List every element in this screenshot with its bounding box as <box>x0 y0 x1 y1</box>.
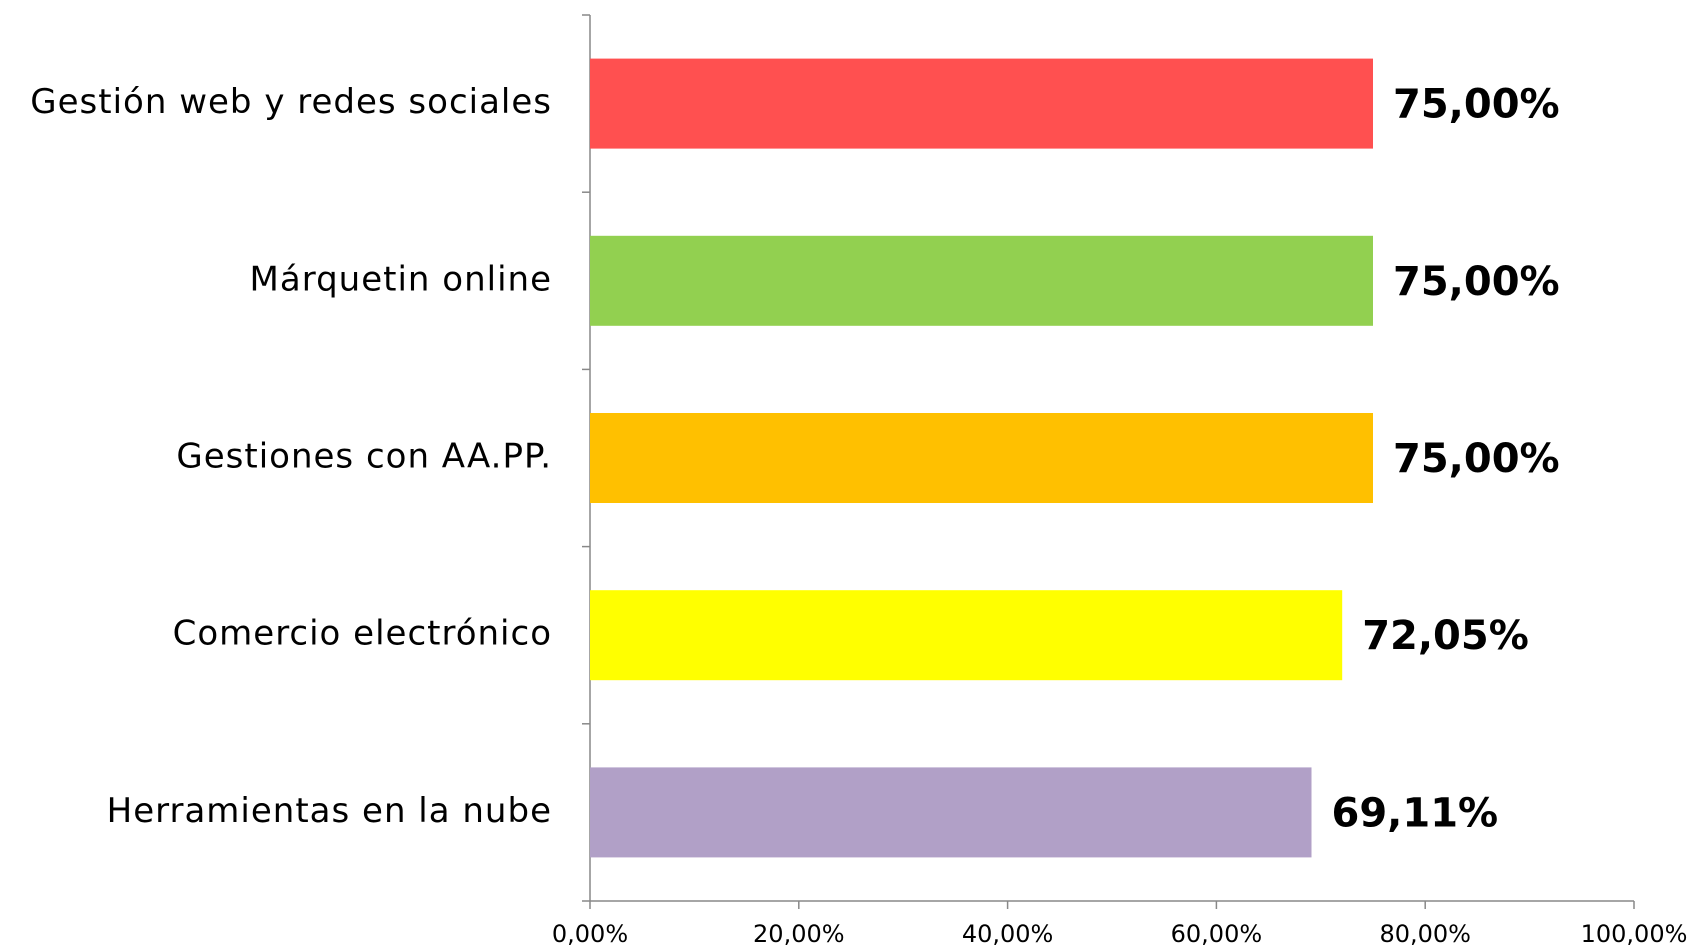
category-label: Gestiones con AA.PP. <box>176 437 552 477</box>
value-label: 75,00% <box>1393 82 1560 128</box>
x-tick-label: 80,00% <box>1379 920 1471 948</box>
x-tick-label: 20,00% <box>753 920 845 948</box>
bar <box>590 58 1373 149</box>
x-tick-label: 60,00% <box>1171 920 1263 948</box>
value-label: 75,00% <box>1393 259 1560 305</box>
category-label: Gestión web y redes sociales <box>30 82 552 122</box>
value-label: 69,11% <box>1332 790 1499 836</box>
bar <box>590 590 1343 681</box>
value-label: 72,05% <box>1362 613 1529 659</box>
x-tick-label: 40,00% <box>962 920 1054 948</box>
x-tick-label: 0,00% <box>552 920 628 948</box>
value-label: 75,00% <box>1393 436 1560 482</box>
bar <box>590 767 1312 858</box>
category-label: Márquetin online <box>250 259 552 299</box>
bar <box>590 235 1373 326</box>
bar <box>590 413 1373 503</box>
category-label: Comercio electrónico <box>173 614 552 654</box>
x-tick-label: 100,00% <box>1581 920 1688 948</box>
category-label: Herramientas en la nube <box>107 791 552 831</box>
